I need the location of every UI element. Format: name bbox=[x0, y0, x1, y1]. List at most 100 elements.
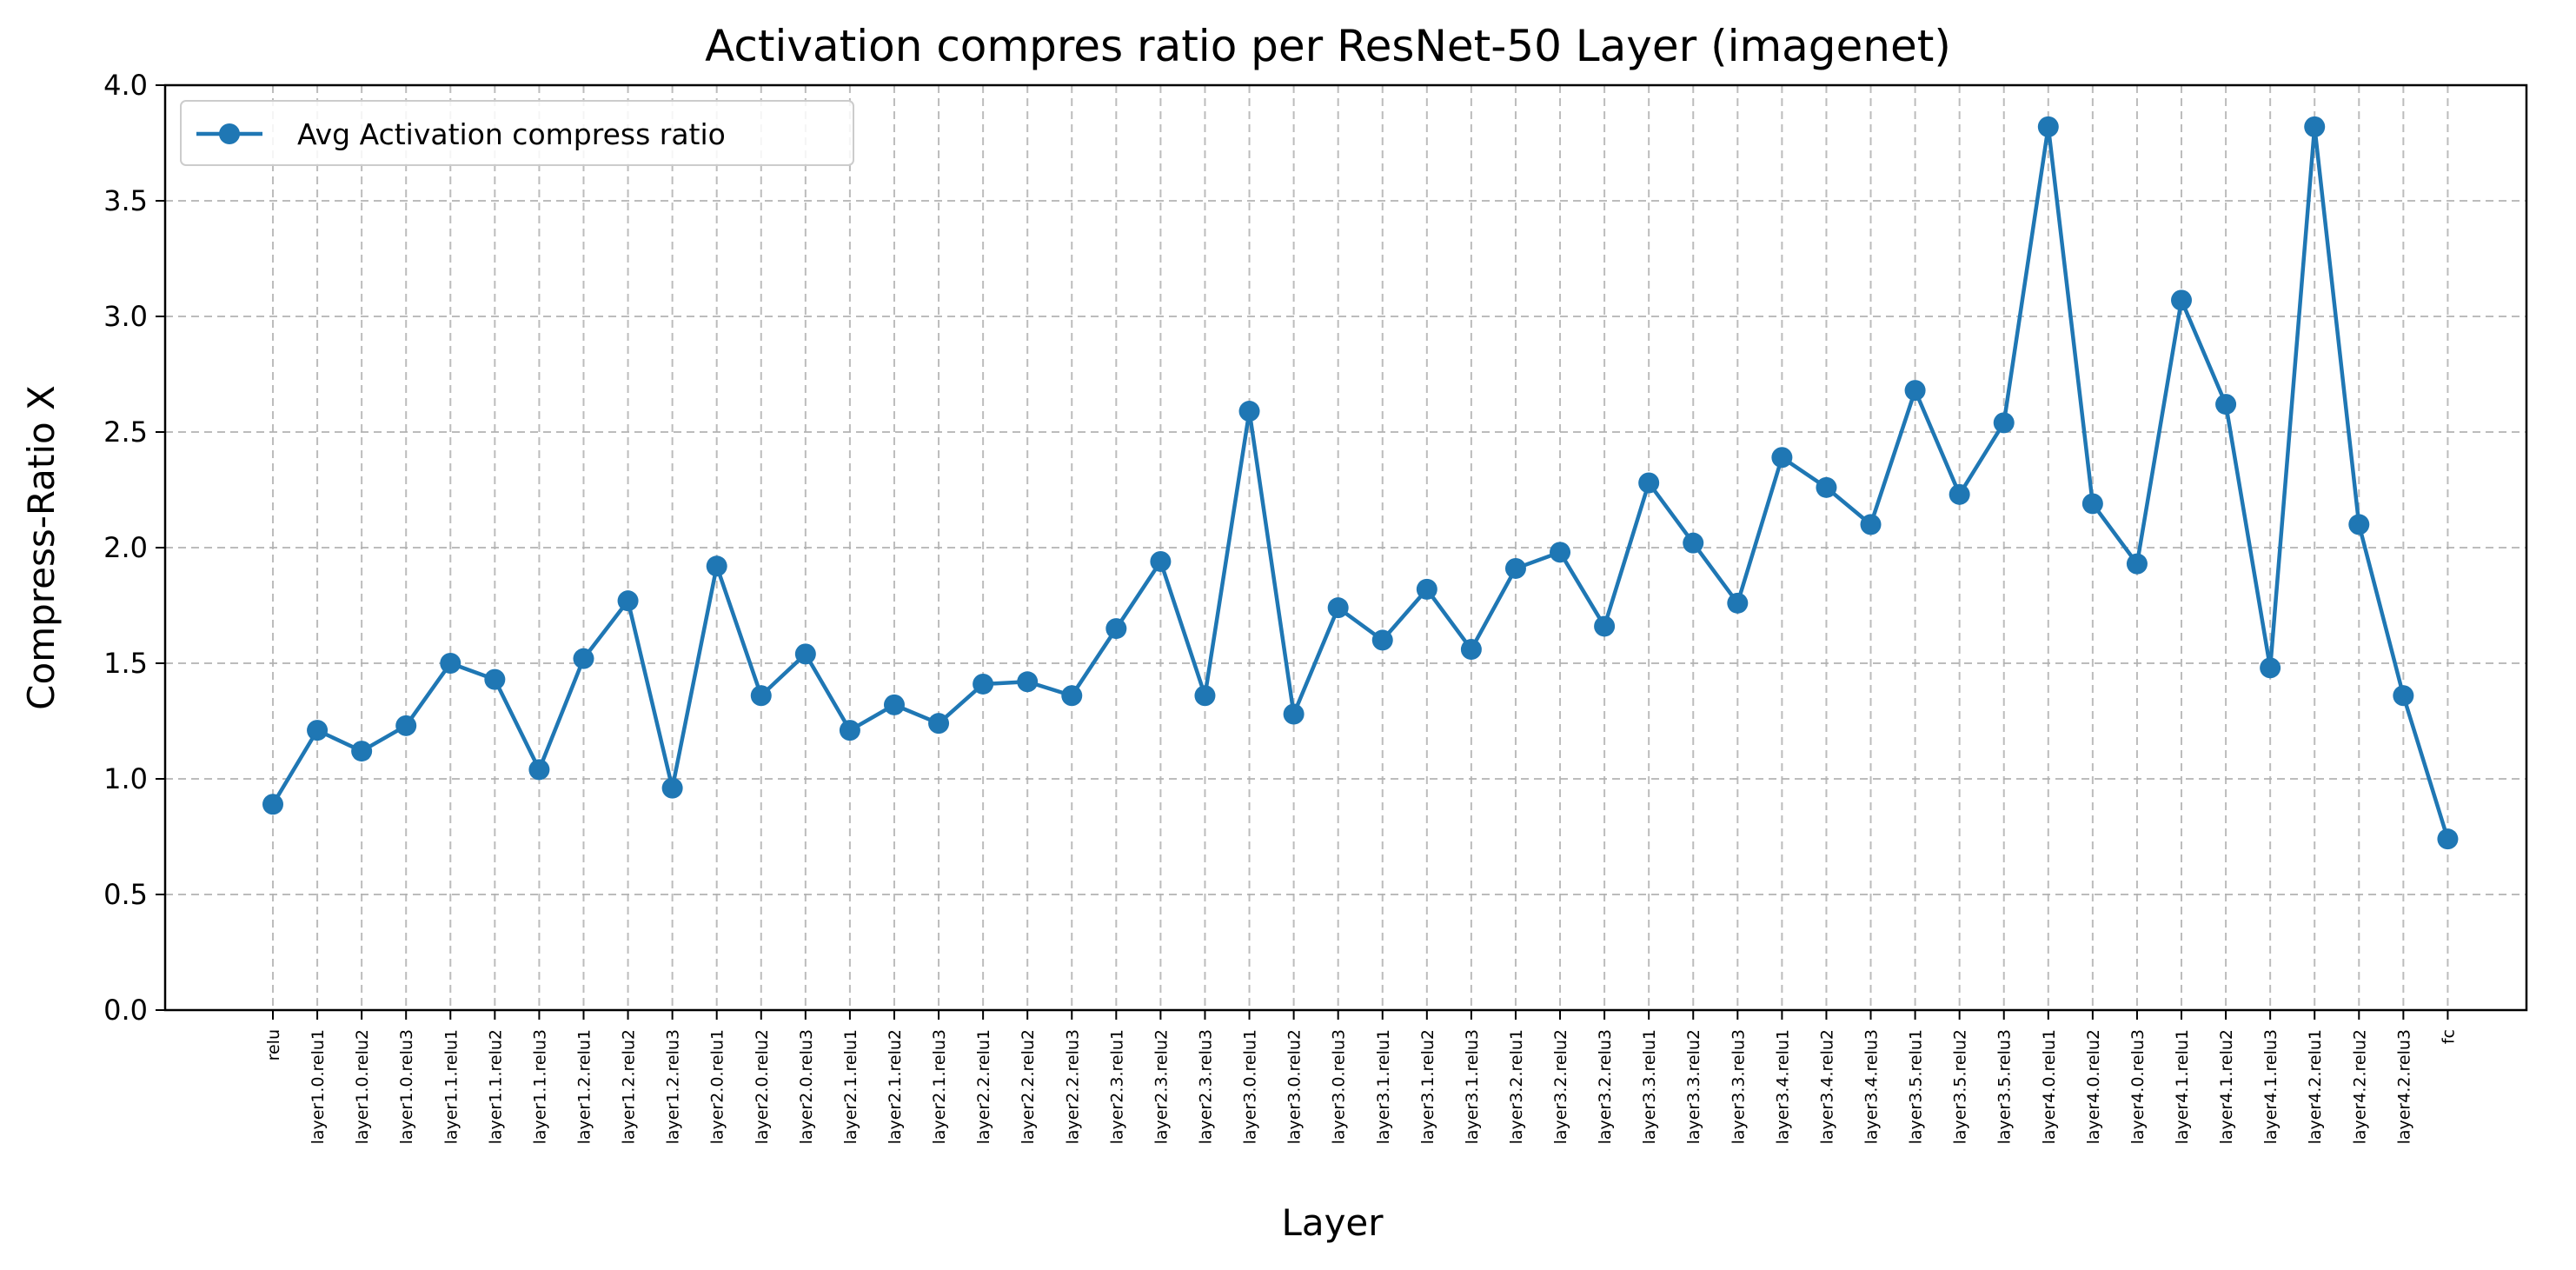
data-point bbox=[1283, 703, 1305, 725]
data-point bbox=[2037, 116, 2059, 137]
data-point bbox=[2348, 514, 2370, 535]
x-tick-label: layer3.4.relu1 bbox=[1773, 1029, 1792, 1144]
x-axis: relu layer1.0.relu1 layer1.0.relu2 layer1.0… bbox=[264, 1010, 2458, 1144]
data-point bbox=[440, 653, 461, 674]
data-point bbox=[1993, 412, 2015, 434]
x-tick-label: layer1.1.relu2 bbox=[486, 1029, 505, 1144]
y-tick-label: 2.5 bbox=[103, 416, 148, 449]
data-point bbox=[1683, 532, 1704, 554]
x-tick-label: layer2.3.relu1 bbox=[1107, 1029, 1126, 1144]
x-tick-label: layer1.1.relu1 bbox=[442, 1029, 461, 1144]
y-tick-label: 3.0 bbox=[103, 300, 148, 333]
grid bbox=[165, 85, 2526, 1010]
x-tick-label: layer2.0.relu1 bbox=[708, 1029, 727, 1144]
data-point bbox=[2171, 289, 2193, 311]
data-point bbox=[2260, 657, 2281, 679]
data-point bbox=[573, 648, 594, 669]
x-tick-label: layer3.2.relu1 bbox=[1507, 1029, 1526, 1144]
data-point bbox=[1150, 550, 1172, 572]
x-tick-label: layer2.2.relu3 bbox=[1063, 1029, 1082, 1144]
x-tick-label: layer3.3.relu1 bbox=[1640, 1029, 1659, 1144]
x-tick-label: layer3.0.relu1 bbox=[1241, 1029, 1260, 1144]
data-point bbox=[2215, 394, 2237, 416]
x-axis-label: Layer bbox=[1281, 1201, 1384, 1244]
x-tick-label: layer3.2.relu2 bbox=[1551, 1029, 1570, 1144]
plot-area bbox=[262, 116, 2459, 850]
data-point bbox=[1594, 615, 1616, 637]
x-tick-label: layer3.5.relu3 bbox=[1995, 1029, 2015, 1144]
x-tick-label: layer2.3.relu3 bbox=[1196, 1029, 1215, 1144]
x-tick-label: layer4.2.relu3 bbox=[2394, 1029, 2413, 1144]
data-point bbox=[1504, 557, 1526, 579]
x-tick-label: layer2.2.relu1 bbox=[974, 1029, 993, 1144]
x-tick-label: layer1.0.relu3 bbox=[397, 1029, 416, 1144]
y-tick-label: 0.5 bbox=[103, 878, 148, 911]
x-tick-label: layer3.0.relu2 bbox=[1285, 1029, 1305, 1144]
data-point bbox=[1371, 629, 1393, 651]
data-point bbox=[1416, 578, 1437, 600]
x-tick-label: relu bbox=[264, 1029, 283, 1061]
y-axis-label: Compress-Ratio X bbox=[20, 385, 63, 710]
x-tick-label: layer2.0.relu3 bbox=[797, 1029, 816, 1144]
x-tick-label: layer3.4.relu2 bbox=[1817, 1029, 1836, 1144]
x-tick-label: layer4.0.relu1 bbox=[2040, 1029, 2059, 1144]
legend-marker bbox=[219, 123, 240, 144]
data-point bbox=[928, 713, 950, 735]
data-point bbox=[484, 668, 506, 690]
y-tick-label: 1.0 bbox=[103, 762, 148, 795]
data-point bbox=[706, 555, 727, 577]
data-point bbox=[883, 694, 905, 715]
y-tick-label: 0.0 bbox=[103, 994, 148, 1027]
series-line bbox=[271, 124, 2450, 840]
x-tick-label: layer4.1.relu2 bbox=[2217, 1029, 2236, 1144]
data-point bbox=[1238, 401, 1260, 422]
data-point bbox=[661, 777, 683, 799]
x-tick-label: layer3.4.relu3 bbox=[1862, 1029, 1882, 1144]
x-tick-label: layer4.0.relu3 bbox=[2128, 1029, 2148, 1144]
legend-box bbox=[180, 100, 854, 166]
x-tick-label: layer3.3.relu2 bbox=[1684, 1029, 1703, 1144]
x-tick-label: layer3.3.relu3 bbox=[1729, 1029, 1748, 1144]
x-tick-label: layer3.1.relu1 bbox=[1374, 1029, 1393, 1144]
x-tick-label: layer2.1.relu3 bbox=[930, 1029, 949, 1144]
x-tick-label: layer1.2.relu1 bbox=[574, 1029, 594, 1144]
x-tick-label: layer2.2.relu2 bbox=[1019, 1029, 1038, 1144]
x-tick-label: layer3.5.relu2 bbox=[1951, 1029, 1970, 1144]
x-tick-label: layer1.0.relu2 bbox=[353, 1029, 372, 1144]
data-point bbox=[1105, 618, 1127, 640]
data-point bbox=[2437, 828, 2459, 850]
data-point bbox=[528, 759, 550, 781]
x-tick-label: layer4.0.relu2 bbox=[2084, 1029, 2103, 1144]
data-point bbox=[1061, 685, 1083, 707]
data-point bbox=[1194, 685, 1216, 707]
data-point bbox=[2081, 493, 2103, 515]
x-tick-label: layer4.2.relu1 bbox=[2306, 1029, 2325, 1144]
x-tick-label: layer4.2.relu2 bbox=[2350, 1029, 2369, 1144]
data-point bbox=[395, 715, 417, 736]
data-point bbox=[2393, 685, 2414, 707]
data-point bbox=[1816, 476, 1837, 498]
x-tick-label: layer2.0.relu2 bbox=[753, 1029, 772, 1144]
x-tick-label: fc bbox=[2439, 1029, 2458, 1044]
x-tick-label: layer3.1.relu2 bbox=[1418, 1029, 1437, 1144]
y-tick-label: 4.0 bbox=[103, 69, 148, 102]
data-point bbox=[750, 685, 772, 707]
data-point bbox=[1638, 472, 1660, 494]
data-point bbox=[1017, 671, 1039, 693]
x-tick-label: layer1.2.relu2 bbox=[620, 1029, 639, 1144]
legend-entry: Avg Activation compress ratio bbox=[297, 117, 726, 151]
data-point bbox=[1727, 592, 1749, 614]
data-point bbox=[839, 720, 860, 741]
x-tick-label: layer3.0.relu3 bbox=[1330, 1029, 1349, 1144]
legend: Avg Activation compress ratio bbox=[180, 100, 854, 166]
data-point bbox=[1904, 380, 1926, 402]
x-tick-label: layer1.2.relu3 bbox=[664, 1029, 683, 1144]
x-tick-label: layer2.1.relu2 bbox=[886, 1029, 905, 1144]
x-tick-label: layer1.0.relu1 bbox=[309, 1029, 328, 1144]
data-point bbox=[351, 741, 373, 762]
data-point bbox=[1949, 483, 1970, 505]
data-point bbox=[1460, 639, 1482, 661]
data-point bbox=[262, 794, 283, 815]
data-point bbox=[1550, 542, 1571, 563]
